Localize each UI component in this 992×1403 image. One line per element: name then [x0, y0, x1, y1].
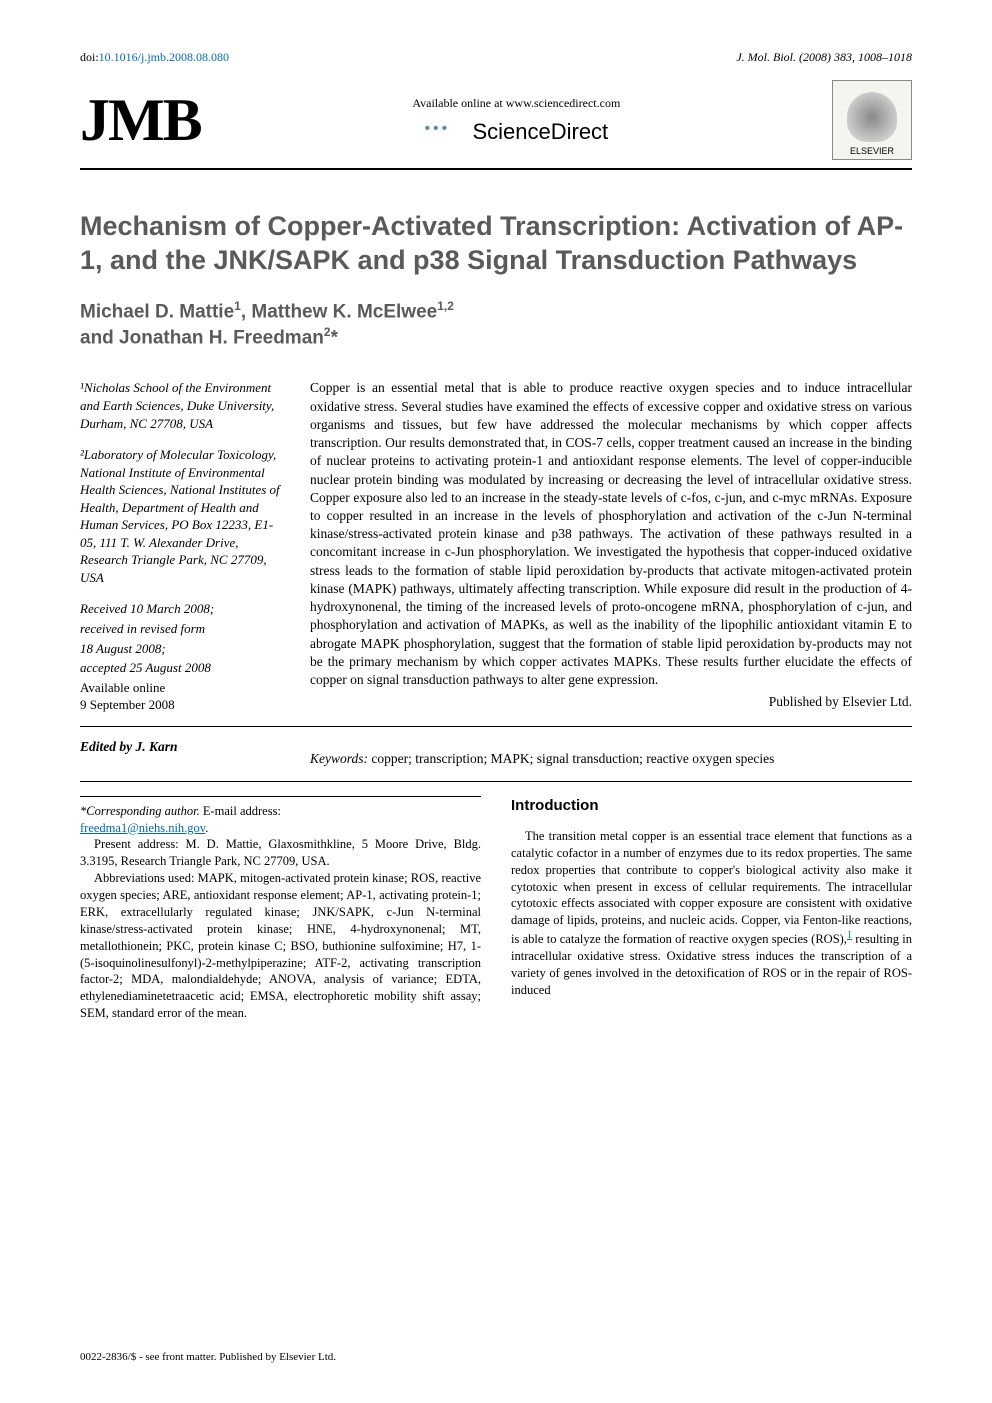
keywords-label: Keywords:: [310, 751, 368, 766]
corresponding-email-label: E-mail address:: [200, 804, 281, 818]
jmb-logo: JMB: [80, 86, 201, 155]
received-date: Received 10 March 2008;: [80, 600, 280, 618]
main-grid: ¹Nicholas School of the Environment and …: [80, 379, 912, 726]
left-column: ¹Nicholas School of the Environment and …: [80, 379, 280, 713]
intro-text-a: The transition metal copper is an essent…: [511, 829, 912, 946]
doi-block: doi:10.1016/j.jmb.2008.08.080: [80, 50, 229, 65]
article-title: Mechanism of Copper-Activated Transcript…: [80, 210, 912, 278]
sciencedirect-name: ScienceDirect: [472, 119, 608, 145]
keywords-block: Keywords: copper; transcription; MAPK; s…: [310, 751, 912, 767]
journal-reference: J. Mol. Biol. (2008) 383, 1008–1018: [736, 50, 912, 65]
elsevier-logo: ELSEVIER: [832, 80, 912, 160]
authors-line-2: and Jonathan H. Freedman2*: [80, 324, 912, 351]
affiliation-2: ²Laboratory of Molecular Toxicology, Nat…: [80, 446, 280, 586]
authors-line-1: Michael D. Mattie1, Matthew K. McElwee1,…: [80, 298, 912, 325]
sciencedirect-logo: ScienceDirect: [412, 119, 620, 145]
introduction-heading: Introduction: [511, 796, 912, 816]
publisher-line: Published by Elsevier Ltd.: [310, 693, 912, 711]
affiliation-1: ¹Nicholas School of the Environment and …: [80, 379, 280, 432]
abstract-column: Copper is an essential metal that is abl…: [310, 379, 912, 713]
corr-period: .: [205, 821, 208, 835]
dates-block: Received 10 March 2008; received in revi…: [80, 600, 280, 713]
revised-label: received in revised form: [80, 620, 280, 638]
top-bar: doi:10.1016/j.jmb.2008.08.080 J. Mol. Bi…: [80, 50, 912, 65]
keywords-text: copper; transcription; MAPK; signal tran…: [371, 751, 774, 766]
introduction-column: Introduction The transition metal copper…: [511, 796, 912, 1022]
corresponding-block: *Corresponding author. E-mail address: f…: [80, 796, 481, 837]
sciencedirect-block: Available online at www.sciencedirect.co…: [412, 96, 620, 145]
authors-block: Michael D. Mattie1, Matthew K. McElwee1,…: [80, 298, 912, 352]
footnotes-column: *Corresponding author. E-mail address: f…: [80, 796, 481, 1022]
introduction-paragraph: The transition metal copper is an essent…: [511, 828, 912, 999]
copyright-footer: 0022-2836/$ - see front matter. Publishe…: [80, 1351, 336, 1363]
sciencedirect-dots-icon: [424, 120, 464, 144]
online-date: 9 September 2008: [80, 696, 280, 714]
present-address: Present address: M. D. Mattie, Glaxosmit…: [80, 836, 481, 870]
editor-keywords-row: Edited by J. Karn Keywords: copper; tran…: [80, 739, 912, 782]
doi-label: doi:: [80, 50, 99, 64]
accepted-date: accepted 25 August 2008: [80, 659, 280, 677]
editor-label: Edited by J. Karn: [80, 739, 280, 767]
corresponding-email-link[interactable]: freedma1@niehs.nih.gov: [80, 821, 205, 835]
elsevier-label: ELSEVIER: [850, 146, 894, 156]
elsevier-tree-icon: [847, 92, 897, 142]
header-block: JMB Available online at www.sciencedirec…: [80, 80, 912, 170]
abbreviations: Abbreviations used: MAPK, mitogen-activa…: [80, 870, 481, 1022]
doi-link[interactable]: 10.1016/j.jmb.2008.08.080: [99, 50, 229, 64]
revised-date: 18 August 2008;: [80, 640, 280, 658]
available-online-text: Available online at www.sciencedirect.co…: [412, 96, 620, 111]
online-label: Available online: [80, 679, 280, 697]
corresponding-label: *Corresponding author.: [80, 804, 200, 818]
abstract-text: Copper is an essential metal that is abl…: [310, 379, 912, 689]
bottom-columns: *Corresponding author. E-mail address: f…: [80, 796, 912, 1022]
